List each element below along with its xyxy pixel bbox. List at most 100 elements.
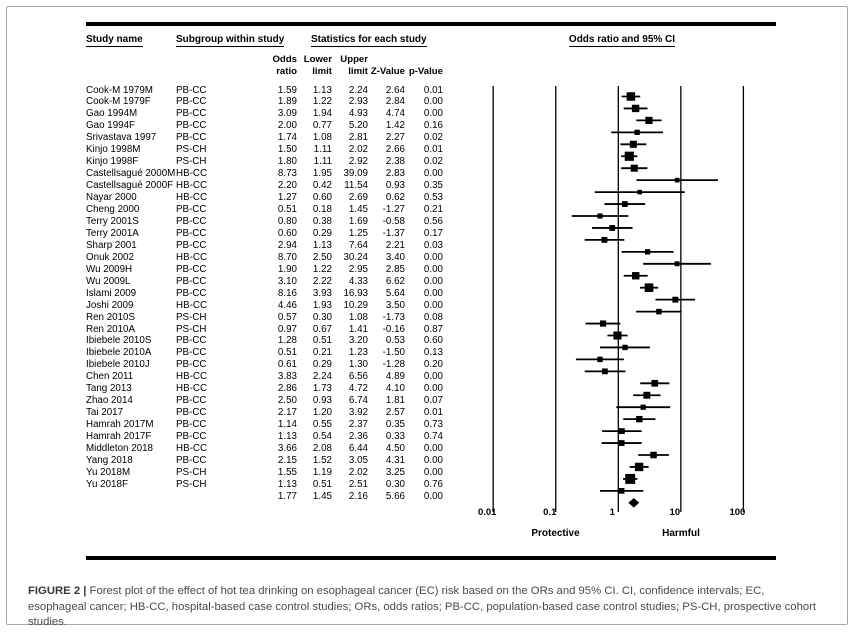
odds-ratio-value: 1.28 (277, 335, 297, 347)
study-subgroup: PB-CC (176, 359, 207, 371)
z-value: 2.85 (385, 263, 405, 275)
study-name: Islami 2009 (86, 287, 137, 299)
lower-limit-value: 0.29 (312, 359, 332, 371)
upper-limit-value: 2.69 (348, 192, 368, 204)
x-tick-label: 10 (669, 507, 681, 518)
lower-limit-value: 0.67 (312, 323, 332, 335)
study-subgroup: HB-CC (176, 299, 208, 311)
study-subgroup: PB-CC (176, 227, 207, 239)
z-value: 0.53 (385, 335, 405, 347)
odds-ratio-square (618, 428, 625, 435)
lower-limit-value: 2.50 (312, 251, 332, 263)
odds-ratio-value: 1.59 (277, 84, 297, 96)
odds-ratio-square (640, 404, 646, 410)
odds-ratio-square (651, 379, 659, 387)
odds-ratio-value: 1.90 (277, 263, 297, 275)
odds-ratio-square (613, 331, 622, 340)
p-value: 0.00 (423, 108, 443, 120)
upper-limit-value: 16.93 (343, 287, 368, 299)
z-value: 3.40 (385, 251, 405, 263)
p-value: 0.02 (423, 132, 443, 144)
column-header-study: Study name (86, 34, 143, 47)
lower-limit-value: 0.93 (312, 395, 332, 407)
study-subgroup: PB-CC (176, 407, 207, 419)
p-value: 0.87 (423, 323, 443, 335)
odds-ratio-square (634, 129, 640, 135)
study-subgroup: PB-CC (176, 96, 207, 108)
p-value: 0.00 (423, 454, 443, 466)
odds-ratio-value: 2.15 (277, 454, 297, 466)
odds-ratio-value: 1.80 (277, 156, 297, 168)
z-value: 4.31 (385, 454, 405, 466)
z-value: 4.50 (385, 443, 405, 454)
z-value: -1.73 (382, 311, 405, 323)
study-name: Ibiebele 2010S (86, 335, 152, 347)
lower-limit-value: 1.22 (312, 263, 332, 275)
odds-ratio-value: 0.60 (277, 227, 297, 239)
lower-limit-value: 0.77 (312, 120, 332, 132)
p-value: 0.73 (423, 419, 443, 431)
z-value: 0.35 (385, 419, 405, 431)
study-name: Ren 2010S (86, 311, 136, 323)
z-value: 4.74 (385, 108, 405, 120)
z-value: 0.62 (385, 192, 405, 204)
study-subgroup: PB-CC (176, 108, 207, 120)
z-value: -1.37 (382, 227, 405, 239)
odds-ratio-value: 3.09 (277, 108, 297, 120)
p-value: 0.07 (423, 395, 443, 407)
study-subgroup: PS-CH (176, 466, 207, 478)
odds-ratio-value: 8.70 (277, 251, 297, 263)
p-value: 0.08 (423, 311, 443, 323)
p-value: 0.35 (423, 180, 443, 192)
figure-card: Study name Subgroup within study Statist… (6, 6, 848, 628)
upper-limit-value: 1.30 (348, 359, 368, 371)
z-value: -1.50 (382, 347, 405, 359)
study-name: Tai 2017 (86, 407, 124, 419)
z-value: -1.27 (382, 204, 405, 215)
odds-ratio-square (621, 201, 628, 207)
lower-limit-value: 1.19 (312, 466, 332, 478)
odds-ratio-square (601, 368, 608, 375)
odds-ratio-value: 0.61 (277, 359, 297, 371)
study-name: Wu 2009H (86, 263, 133, 275)
odds-ratio-value: 1.50 (277, 144, 297, 156)
lower-limit-value: 1.93 (312, 299, 332, 311)
lower-limit-value: 1.11 (313, 144, 332, 156)
study-name: Srivastava 1997 (86, 132, 157, 144)
study-name: Nayar 2000 (86, 192, 137, 204)
odds-ratio-square (626, 92, 636, 101)
study-subgroup: PB-CC (176, 120, 207, 132)
study-name: Cook-M 1979M (86, 84, 153, 96)
study-subgroup: PB-CC (176, 215, 207, 227)
p-value: 0.01 (423, 84, 443, 96)
study-name: Gao 1994F (86, 120, 136, 132)
study-name: Tang 2013 (86, 383, 132, 395)
upper-limit-value: 2.24 (348, 84, 368, 96)
study-subgroup: PB-CC (176, 239, 207, 251)
z-value: 0.93 (385, 180, 405, 192)
z-value: 1.81 (385, 395, 405, 407)
p-value: 0.76 (423, 478, 443, 490)
odds-ratio-square (597, 213, 603, 219)
study-subgroup: PS-CH (176, 156, 207, 168)
odds-ratio-square (599, 320, 607, 327)
study-name: Onuk 2002 (86, 251, 134, 263)
study-name: Yang 2018 (86, 454, 133, 466)
z-value: 6.62 (385, 275, 405, 287)
column-header-subgroup: Subgroup within study (176, 34, 285, 47)
study-name: Cook-M 1979F (86, 96, 151, 108)
z-value: 5.66 (385, 490, 405, 502)
upper-limit-value: 6.44 (348, 443, 368, 454)
study-name: Ibiebele 2010J (86, 359, 150, 371)
upper-limit-value: 11.54 (344, 180, 368, 192)
column-header-plot: Odds ratio and 95% CI (516, 34, 728, 47)
p-value: 0.01 (423, 144, 443, 156)
stat-subheader: Upper limit (340, 54, 368, 77)
p-value: 0.16 (423, 120, 443, 132)
upper-limit-value: 2.92 (348, 156, 368, 168)
study-subgroup: PB-CC (176, 431, 207, 443)
upper-limit-value: 3.92 (348, 407, 368, 419)
study-name: Sharp 2001 (86, 239, 137, 251)
lower-limit-value: 1.95 (312, 168, 332, 180)
